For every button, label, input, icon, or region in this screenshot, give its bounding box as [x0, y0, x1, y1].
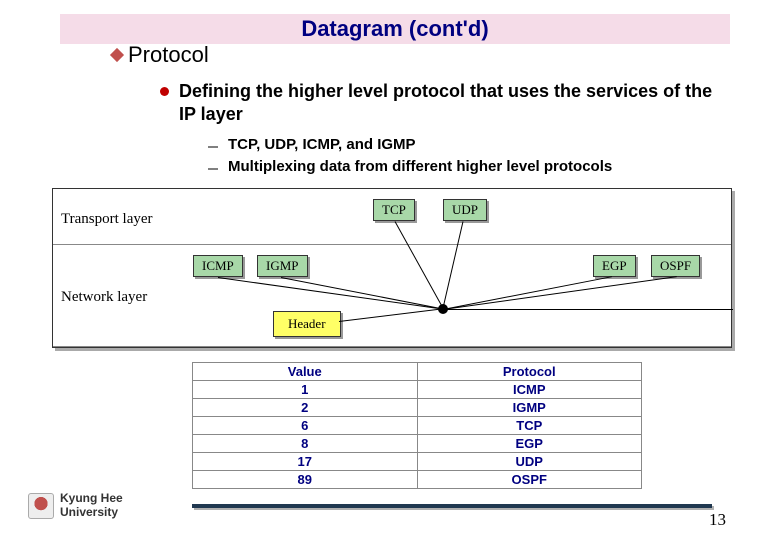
udp-box: UDP [443, 199, 487, 221]
table-row: 2IGMP [193, 399, 642, 417]
table-row: 8EGP [193, 435, 642, 453]
connector-line [443, 309, 733, 310]
title-bar: Datagram (cont'd) [60, 14, 730, 44]
page-number: 13 [709, 510, 726, 530]
table-cell: OSPF [417, 471, 642, 489]
table-row: 6TCP [193, 417, 642, 435]
connector-line [218, 277, 444, 310]
bullet-level2: TCP, UDP, ICMP, and IGMP [208, 136, 718, 153]
igmp-box: IGMP [257, 255, 308, 277]
table-header-value: Value [193, 363, 418, 381]
subbullet-1: TCP, UDP, ICMP, and IGMP [228, 136, 416, 153]
connector-line [442, 221, 464, 311]
bullet-level2: Multiplexing data from different higher … [208, 158, 718, 175]
university-name: Kyung HeeUniversity [60, 492, 123, 520]
connector-line [339, 308, 444, 322]
table-cell: 6 [193, 417, 418, 435]
table-cell: 17 [193, 453, 418, 471]
protocol-layer-diagram: Transport layer Network layer TCP UDP IC… [52, 188, 732, 348]
section-heading: Protocol [112, 42, 209, 68]
university-footer: Kyung HeeUniversity [28, 492, 123, 520]
diamond-bullet-icon [110, 48, 124, 62]
transport-layer-label: Transport layer [61, 211, 153, 228]
table-row: 17UDP [193, 453, 642, 471]
bullet-text: Defining the higher level protocol that … [179, 80, 720, 126]
table-cell: 1 [193, 381, 418, 399]
network-layer-label: Network layer [61, 289, 147, 306]
footer-rule [192, 504, 712, 508]
egp-box: EGP [593, 255, 636, 277]
divider-line [53, 346, 731, 347]
table-row: 1ICMP [193, 381, 642, 399]
university-crest-icon [28, 493, 54, 519]
table-row: 89OSPF [193, 471, 642, 489]
table-cell: EGP [417, 435, 642, 453]
subbullet-2: Multiplexing data from different higher … [228, 158, 612, 175]
tcp-box: TCP [373, 199, 415, 221]
connector-line [443, 276, 677, 310]
dash-bullet-icon [208, 168, 218, 170]
table-header-protocol: Protocol [417, 363, 642, 381]
connector-line [281, 277, 443, 309]
slide-title: Datagram (cont'd) [301, 16, 488, 42]
icmp-box: ICMP [193, 255, 243, 277]
table-cell: ICMP [417, 381, 642, 399]
ospf-box: OSPF [651, 255, 700, 277]
header-box: Header [273, 311, 341, 337]
connector-line [395, 221, 444, 309]
table-cell: TCP [417, 417, 642, 435]
table-cell: 2 [193, 399, 418, 417]
table-cell: 8 [193, 435, 418, 453]
divider-line [53, 244, 731, 245]
dot-bullet-icon [160, 87, 169, 96]
table-cell: 89 [193, 471, 418, 489]
table-cell: UDP [417, 453, 642, 471]
protocol-value-table: Value Protocol 1ICMP2IGMP6TCP8EGP17UDP89… [192, 362, 642, 489]
dash-bullet-icon [208, 146, 218, 148]
table-cell: IGMP [417, 399, 642, 417]
section-heading-text: Protocol [128, 42, 209, 68]
bullet-level1: Defining the higher level protocol that … [160, 80, 720, 126]
